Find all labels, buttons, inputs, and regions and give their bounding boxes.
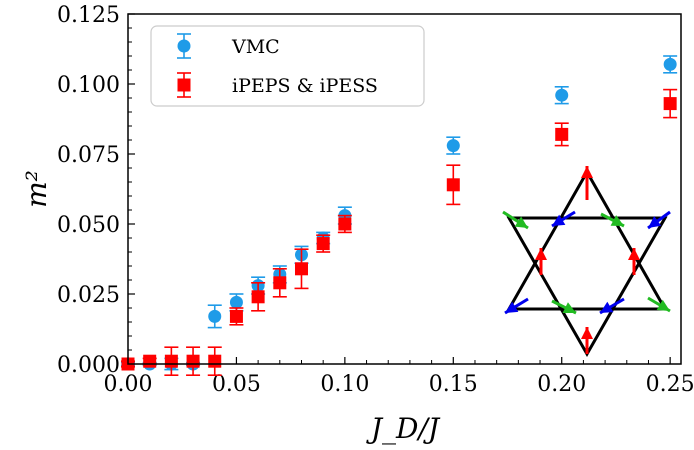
- spin-arrow-head: [656, 299, 670, 311]
- x-tick-label: 0.20: [537, 372, 586, 397]
- data-point: [208, 354, 222, 368]
- legend-marker-vmc: [177, 39, 191, 53]
- data-point: [338, 217, 352, 231]
- spin-arrow-head: [535, 248, 547, 260]
- data-point: [294, 262, 308, 276]
- kagome-triangle-up: [506, 168, 668, 311]
- data-point: [273, 276, 287, 290]
- data-point: [316, 237, 330, 251]
- x-tick-label: 0.05: [212, 372, 261, 397]
- data-point: [555, 127, 569, 141]
- tick-labels: 0.00 0.05 0.10 0.15 0.20 0.25 0.000 0.025 0.050 0…: [57, 3, 694, 397]
- spin-arrow-head: [552, 214, 566, 226]
- data-point: [143, 354, 157, 368]
- spin-arrow-head: [562, 302, 576, 313]
- y-axis-label: m²: [20, 170, 53, 208]
- x-tick-label: 0.00: [104, 372, 153, 397]
- series-1: [121, 88, 678, 377]
- series-layer: [121, 55, 678, 377]
- kagome-lattice-inset: [502, 166, 671, 358]
- data-point: [446, 139, 460, 153]
- data-point: [186, 354, 200, 368]
- data-point: [229, 309, 243, 323]
- y-tick-label: 0.050: [57, 213, 120, 238]
- spin-arrow-head: [628, 248, 640, 260]
- y-tick-label: 0.125: [57, 3, 120, 28]
- spin-arrow-head: [581, 166, 593, 178]
- legend-box: [150, 25, 425, 107]
- x-tick-label: 0.10: [320, 372, 369, 397]
- y-tick-label: 0.000: [57, 353, 120, 378]
- data-point: [663, 57, 677, 71]
- data-point: [208, 309, 222, 323]
- data-point: [663, 97, 677, 111]
- spin-arrow-head: [581, 327, 593, 339]
- spin-arrow-head: [648, 216, 662, 228]
- data-point: [446, 178, 460, 192]
- spin-arrow-head: [505, 301, 519, 313]
- x-tick-label: 0.15: [429, 372, 478, 397]
- y-tick-label: 0.025: [57, 283, 120, 308]
- data-point: [555, 88, 569, 102]
- legend-label-ipeps: iPEPS & iPESS: [232, 75, 378, 97]
- spin-arrow-head: [600, 301, 614, 313]
- kagome-triangle-down: [506, 216, 668, 358]
- legend: VMC iPEPS & iPESS: [150, 25, 425, 107]
- spin-arrow-head: [610, 215, 624, 226]
- x-tick-label: 0.25: [646, 372, 694, 397]
- y-tick-label: 0.075: [57, 143, 120, 168]
- x-axis-label: J_D/J: [366, 412, 441, 445]
- spin-arrow-head: [514, 216, 528, 228]
- legend-marker-ipeps: [177, 78, 191, 92]
- data-point: [229, 295, 243, 309]
- data-point: [251, 290, 265, 304]
- data-point: [164, 354, 178, 368]
- plot-frame: [127, 13, 682, 365]
- y-tick-label: 0.100: [57, 73, 120, 98]
- legend-label-vmc: VMC: [231, 36, 280, 58]
